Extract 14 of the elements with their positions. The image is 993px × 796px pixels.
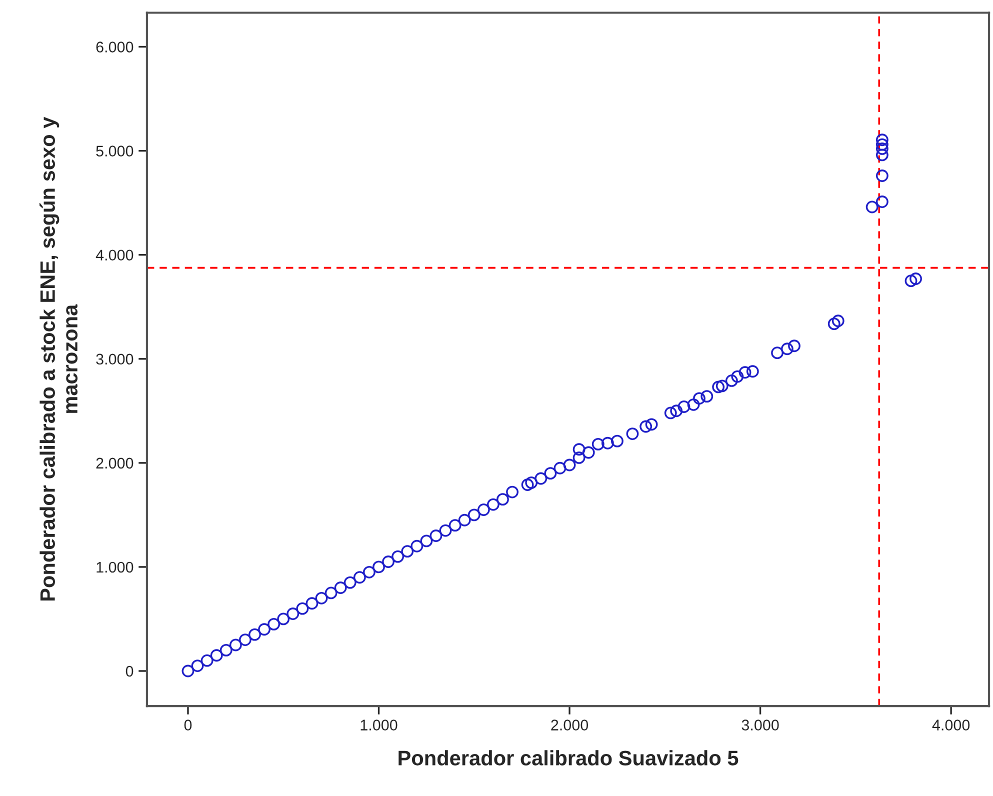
x-axis-title: Ponderador calibrado Suavizado 5 <box>398 750 738 766</box>
x-tick-label: 1.000 <box>360 720 398 730</box>
y-tick-label: 3.000 <box>96 354 134 365</box>
y-axis-title: Ponderador calibrado a stock ENE, según sexo y macrozona <box>40 116 78 601</box>
y-tick-label: 5.000 <box>96 146 134 156</box>
x-tick-label: 3.000 <box>742 720 779 730</box>
y-tick-label: 0 <box>126 666 134 677</box>
x-tick-label: 0 <box>184 720 192 730</box>
y-tick-label: 2.000 <box>96 458 134 469</box>
y-tick-label: 1.000 <box>96 562 134 573</box>
x-tick-label: 4.000 <box>932 720 970 730</box>
y-tick-label: 6.000 <box>96 42 134 52</box>
y-tick-label: 4.000 <box>96 250 134 261</box>
x-tick-label: 2.000 <box>551 720 588 730</box>
